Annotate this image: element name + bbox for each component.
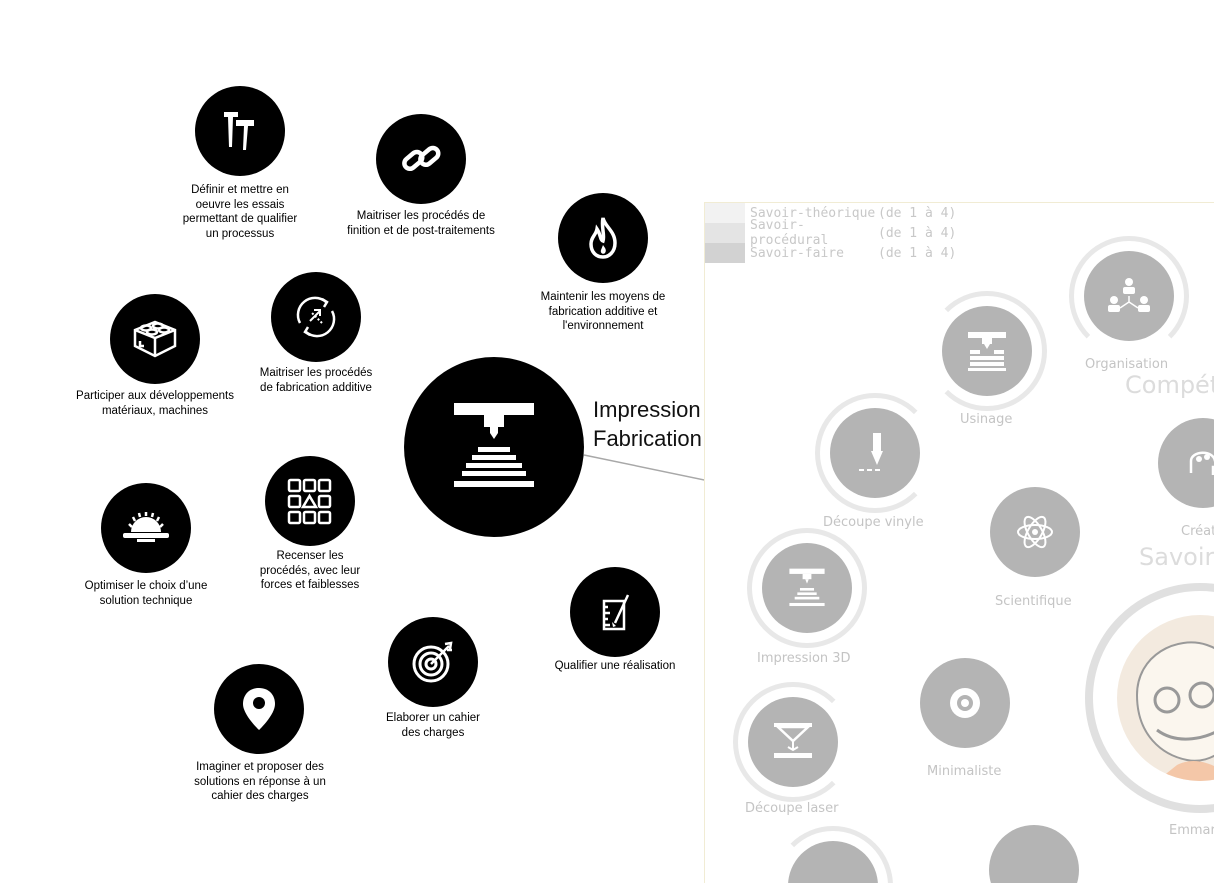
milling-icon	[968, 332, 1006, 371]
ring-organisation	[1069, 236, 1189, 356]
center-node-impression-3d[interactable]	[404, 357, 584, 537]
target-icon	[412, 641, 453, 683]
panel-label-organisation: Organisation	[1085, 357, 1169, 372]
legend-swatch	[705, 223, 745, 243]
legend-swatch	[705, 203, 745, 223]
flame-icon	[589, 217, 617, 259]
people-network-icon	[1108, 278, 1150, 312]
ring-decoupe-vinyle	[815, 393, 935, 513]
panel-label-minimaliste: Minimaliste	[927, 764, 1002, 779]
skill-node-maintenir[interactable]	[558, 193, 648, 283]
skill-node-qualifier[interactable]	[570, 567, 660, 657]
legend-name: Savoir-théorique	[750, 205, 876, 221]
panel-label-scientifique: Scientifique	[995, 594, 1072, 609]
skill-label-procedes: Maitriser les procédés de fabrication ad…	[259, 367, 373, 394]
panel-heading-savoir: Savoir-	[1139, 543, 1214, 571]
3d-printer-icon	[789, 568, 825, 607]
laser-icon	[774, 723, 812, 758]
panel-label-usinage: Usinage	[960, 412, 1013, 427]
legend-range: (de 1 à 4)	[878, 245, 957, 261]
skill-label-qualifier: Qualifier une réalisation	[554, 660, 676, 672]
beaker-ruler-icon	[602, 594, 630, 631]
legend-name: Savoir-faire	[750, 245, 844, 261]
panel-node-minimaliste[interactable]	[920, 658, 1010, 748]
legend-swatch	[705, 243, 745, 263]
skill-label-imaginer: Imaginer et proposer des solutions en ré…	[194, 761, 326, 802]
legend-range: (de 1 à 4)	[878, 205, 957, 221]
legend-row-theorique: Savoir-théorique (de 1 à 4)	[705, 203, 956, 223]
panel-node-scientifique[interactable]	[990, 487, 1080, 577]
skill-label-recenser: Recenser les procédés, avec leur forces …	[259, 550, 361, 591]
skill-node-recenser[interactable]	[265, 456, 355, 546]
panel-label-impression-3d: Impression 3D	[757, 651, 851, 666]
skill-node-procedes[interactable]	[271, 272, 361, 362]
panel-node-decoupe-laser[interactable]	[748, 697, 838, 787]
panel-node-creativite[interactable]	[1158, 418, 1214, 508]
panel-label-decoupe-vinyle: Découpe vinyle	[823, 515, 924, 530]
arrows-cycle-icon	[296, 296, 336, 338]
competences-panel: Savoir-théorique (de 1 à 4) Savoir-procé…	[704, 202, 1214, 883]
panel-heading-competences: Compét	[1125, 371, 1214, 399]
legend-row-procedural: Savoir-procédural (de 1 à 4)	[705, 218, 957, 248]
skill-node-cahier[interactable]	[388, 617, 478, 707]
avatar-portrait	[1135, 641, 1214, 781]
panel-node-bottom-2[interactable]	[989, 825, 1079, 883]
panel-node-usinage[interactable]	[942, 306, 1032, 396]
skill-label-essais: Définir et mettre en oeuvre les essais p…	[182, 184, 298, 240]
skill-label-cahier: Elaborer un cahier des charges	[386, 712, 480, 739]
skill-node-essais[interactable]	[195, 86, 285, 176]
cutter-blade-icon	[859, 433, 883, 471]
avatar-label: Emmar	[1169, 823, 1214, 838]
ring-impression-3d	[747, 528, 867, 648]
skill-label-finition: Maitriser les procédés de finition et de…	[347, 210, 495, 237]
shapes-grid-icon	[287, 478, 332, 525]
skill-node-finition[interactable]	[376, 114, 466, 204]
panel-label-decoupe-laser: Découpe laser	[745, 801, 839, 816]
panel-node-decoupe-vinyle[interactable]	[830, 408, 920, 498]
ring-usinage	[927, 291, 1047, 411]
legend-range: (de 1 à 4)	[878, 225, 957, 241]
skill-label-dev: Participer aux développements matériaux,…	[76, 390, 234, 417]
legend-row-savoir-faire: Savoir-faire (de 1 à 4)	[705, 243, 956, 263]
skill-node-imaginer[interactable]	[214, 664, 304, 754]
atom-icon	[1017, 515, 1053, 549]
panel-node-organisation[interactable]	[1084, 251, 1174, 341]
lego-brick-icon	[133, 320, 177, 358]
3d-printer-icon	[454, 403, 534, 487]
circle-dot-icon	[950, 688, 980, 718]
skill-node-dev[interactable]	[110, 294, 200, 384]
saw-blade-icon	[123, 512, 169, 542]
panel-label-creativite: Créat	[1181, 524, 1214, 539]
chain-link-icon	[402, 145, 441, 172]
ring-decoupe-laser	[733, 682, 853, 802]
skill-label-maintenir: Maintenir les moyens de fabrication addi…	[540, 291, 666, 332]
creative-head-icon	[1189, 451, 1214, 475]
panel-node-impression-3d[interactable]	[762, 543, 852, 633]
skill-node-optimiser[interactable]	[101, 483, 191, 573]
skill-label-optimiser: Optimiser le choix d’une solution techni…	[84, 580, 208, 607]
legend-name: Savoir-procédural	[750, 218, 829, 248]
caliper-hammer-icon	[224, 112, 254, 150]
map-pin-icon	[243, 688, 275, 730]
